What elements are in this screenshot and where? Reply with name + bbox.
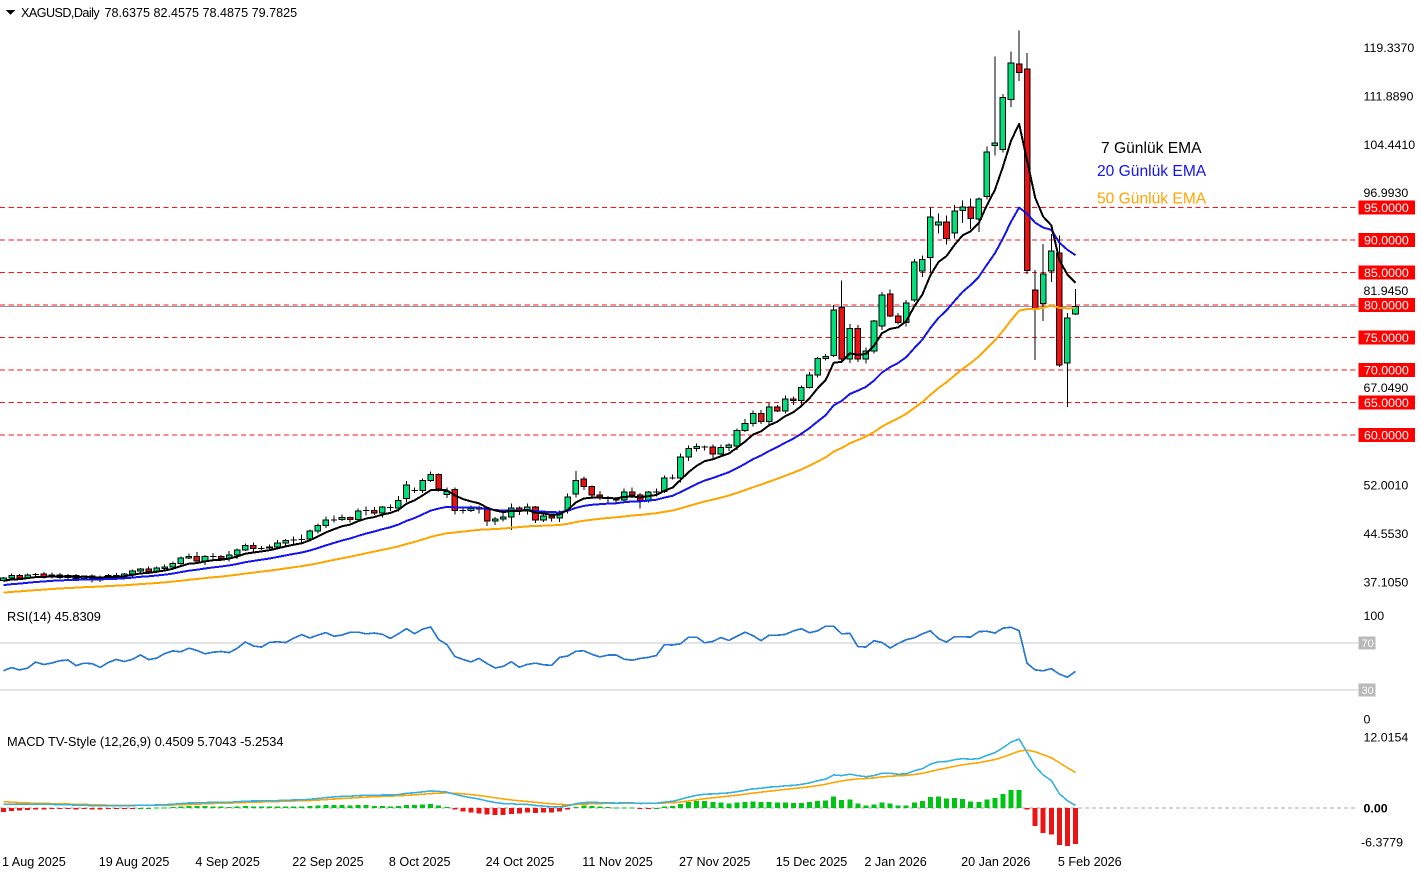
svg-text:-6.3779: -6.3779 [1361,836,1403,850]
svg-text:MACD TV-Style (12,26,9) 0.4509: MACD TV-Style (12,26,9) 0.4509 5.7043 -5… [7,734,283,749]
svg-text:78.6375 82.4575 78.4875 79.782: 78.6375 82.4575 78.4875 79.7825 [105,6,298,20]
svg-text:104.4410: 104.4410 [1364,138,1416,152]
svg-text:2 Jan 2026: 2 Jan 2026 [864,855,926,869]
svg-text:5 Feb 2026: 5 Feb 2026 [1058,855,1122,869]
svg-text:80.0000: 80.0000 [1364,299,1409,313]
svg-text:20 Jan 2026: 20 Jan 2026 [961,855,1030,869]
svg-text:12.0154: 12.0154 [1364,731,1409,745]
svg-text:44.5530: 44.5530 [1364,527,1409,541]
svg-text:15 Dec 2025: 15 Dec 2025 [776,855,847,869]
svg-text:24 Oct 2025: 24 Oct 2025 [486,855,555,869]
svg-text:65.0000: 65.0000 [1364,396,1409,410]
svg-text:111.8890: 111.8890 [1364,89,1414,103]
svg-text:70.0000: 70.0000 [1364,364,1409,378]
svg-text:0.00: 0.00 [1364,802,1388,816]
svg-text:85.0000: 85.0000 [1364,266,1409,280]
svg-text:27 Nov 2025: 27 Nov 2025 [679,855,750,869]
svg-text:50 Günlük EMA: 50 Günlük EMA [1097,191,1207,208]
svg-text:11 Nov 2025: 11 Nov 2025 [582,855,652,869]
svg-text:75.0000: 75.0000 [1364,331,1409,345]
svg-text:70: 70 [1362,638,1374,650]
svg-text:XAGUSD,Daily: XAGUSD,Daily [21,6,100,20]
svg-text:22 Sep 2025: 22 Sep 2025 [292,855,363,869]
svg-text:RSI(14) 45.8309: RSI(14) 45.8309 [7,609,101,624]
svg-text:30: 30 [1362,685,1374,697]
svg-text:20 Günlük EMA: 20 Günlük EMA [1097,163,1207,180]
svg-text:67.0490: 67.0490 [1364,381,1409,395]
svg-text:60.0000: 60.0000 [1364,429,1409,443]
svg-text:19 Aug 2025: 19 Aug 2025 [99,855,170,869]
svg-text:0: 0 [1364,713,1371,727]
svg-text:37.1050: 37.1050 [1364,576,1409,590]
svg-text:96.9930: 96.9930 [1364,186,1409,200]
svg-text:8 Oct 2025: 8 Oct 2025 [389,855,451,869]
svg-text:95.0000: 95.0000 [1364,201,1409,215]
svg-text:7 Günlük EMA: 7 Günlük EMA [1101,140,1202,157]
svg-text:100: 100 [1364,609,1385,623]
svg-text:52.0010: 52.0010 [1364,479,1409,493]
svg-text:90.0000: 90.0000 [1364,234,1409,248]
svg-text:4 Sep 2025: 4 Sep 2025 [195,855,259,869]
svg-text:81.9450: 81.9450 [1364,284,1409,298]
svg-text:119.3370: 119.3370 [1364,41,1415,55]
svg-text:1 Aug 2025: 1 Aug 2025 [2,855,66,869]
